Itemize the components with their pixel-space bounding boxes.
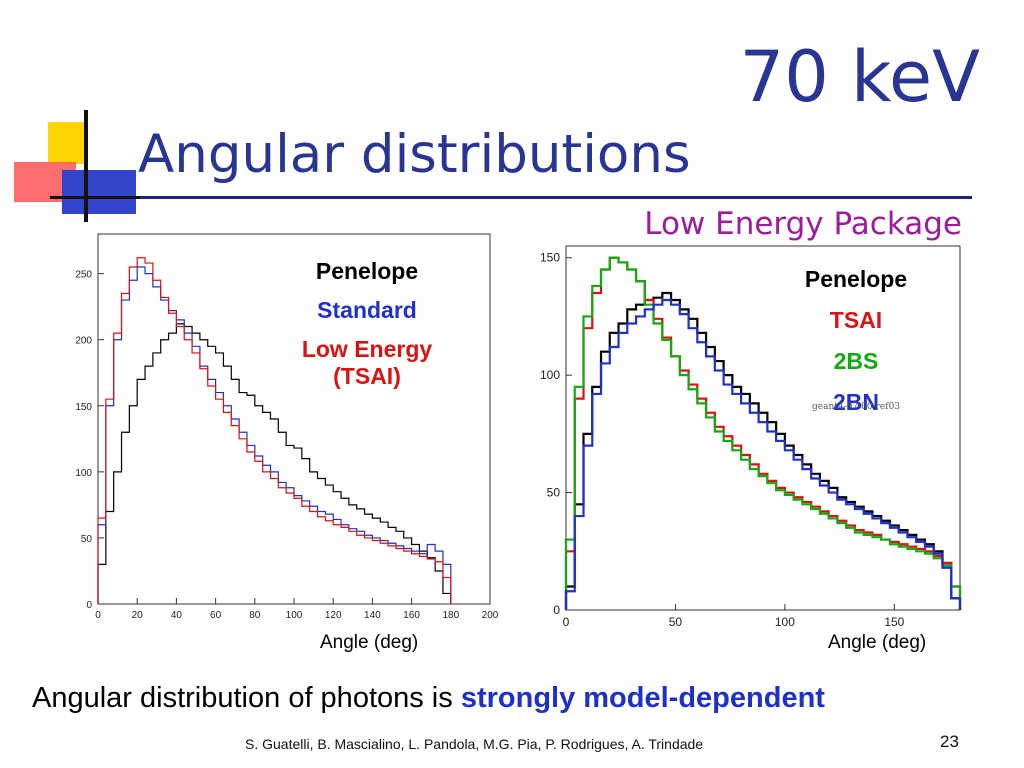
chart-left: 0 20 40 60 80 100 120 140 160 180 200 0 50 100 150 200 2…	[75, 233, 499, 621]
x-tick-label: 100	[775, 615, 795, 629]
authors-footer: S. Guatelli, B. Mascialino, L. Pandola, …	[245, 736, 704, 752]
legend-label-lowenergy: Low Energy (TSAI)	[301, 336, 433, 389]
y-tick-label: 50	[81, 534, 93, 545]
legend-label-2bn: 2BN	[832, 389, 879, 415]
conclusion-emphasis: strongly model-dependent	[460, 682, 825, 714]
chart-right: 0 50 100 150 0 50 100 150	[540, 245, 962, 629]
series-line-2bn	[564, 298, 962, 610]
plot-frame	[565, 245, 961, 611]
x-tick-label: 150	[884, 615, 904, 629]
annotation-geant4-tag: geant4-07-00-ref03	[812, 402, 901, 412]
x-tick-label: 100	[286, 610, 303, 621]
blue-square	[62, 170, 136, 214]
series-line-penelope	[97, 323, 452, 604]
y-tick-label: 200	[75, 336, 92, 347]
y-tick-label: 150	[75, 402, 92, 413]
series-line-2bs	[564, 256, 962, 610]
x-tick-label: 60	[210, 610, 222, 621]
y-tick-label: 150	[540, 251, 560, 265]
x-tick-label: 140	[364, 610, 381, 621]
y-tick-label: 0	[553, 603, 560, 617]
legend-left: Penelope Standard Low Energy (TSAI)	[282, 258, 452, 390]
title-divider	[140, 196, 972, 199]
x-tick-label: 20	[132, 610, 144, 621]
x-axis-label-right: Angle (deg)	[828, 632, 927, 653]
conclusion-text: Angular distribution of photons is stron…	[32, 682, 1012, 715]
x-tick-label: 80	[249, 610, 261, 621]
legend-label-2bs: 2BS	[833, 348, 879, 374]
series-line-penelope	[564, 291, 962, 610]
x-tick-label: 160	[403, 610, 420, 621]
legend-label-penelope: Penelope	[804, 266, 908, 292]
y-tick-label: 0	[86, 600, 92, 611]
package-label: Low Energy Package	[644, 206, 962, 242]
square-cluster-icon	[14, 110, 140, 222]
horizontal-rule	[50, 196, 140, 199]
x-tick-label: 180	[442, 610, 459, 621]
x-tick-label: 0	[95, 610, 101, 621]
page-number: 23	[940, 732, 959, 751]
y-tick-label: 100	[540, 368, 560, 382]
x-tick-label: 120	[325, 610, 342, 621]
yellow-square	[48, 122, 88, 164]
y-tick-label: 50	[547, 486, 561, 500]
energy-heading: 70 keV	[739, 36, 980, 118]
plot-frame	[97, 233, 491, 605]
legend-label-standard: Standard	[317, 297, 417, 323]
vertical-rule	[84, 110, 88, 222]
x-tick-label: 50	[669, 615, 683, 629]
x-axis-label-left: Angle (deg)	[320, 632, 419, 653]
x-tick-label: 40	[171, 610, 183, 621]
legend-right: Penelope TSAI 2BS 2BN	[776, 266, 936, 416]
y-tick-label: 250	[75, 270, 92, 281]
legend-label-tsai: TSAI	[829, 307, 883, 333]
x-tick-label: 0	[563, 615, 570, 629]
legend-label-penelope: Penelope	[315, 258, 419, 284]
page-title: Angular distributions	[138, 124, 691, 185]
conclusion-prefix: Angular distribution of photons is	[32, 682, 461, 714]
series-line-low-energy-tsai-	[97, 257, 452, 604]
series-line-standard	[97, 266, 452, 604]
x-tick-label: 200	[482, 610, 499, 621]
y-tick-label: 100	[75, 468, 92, 479]
